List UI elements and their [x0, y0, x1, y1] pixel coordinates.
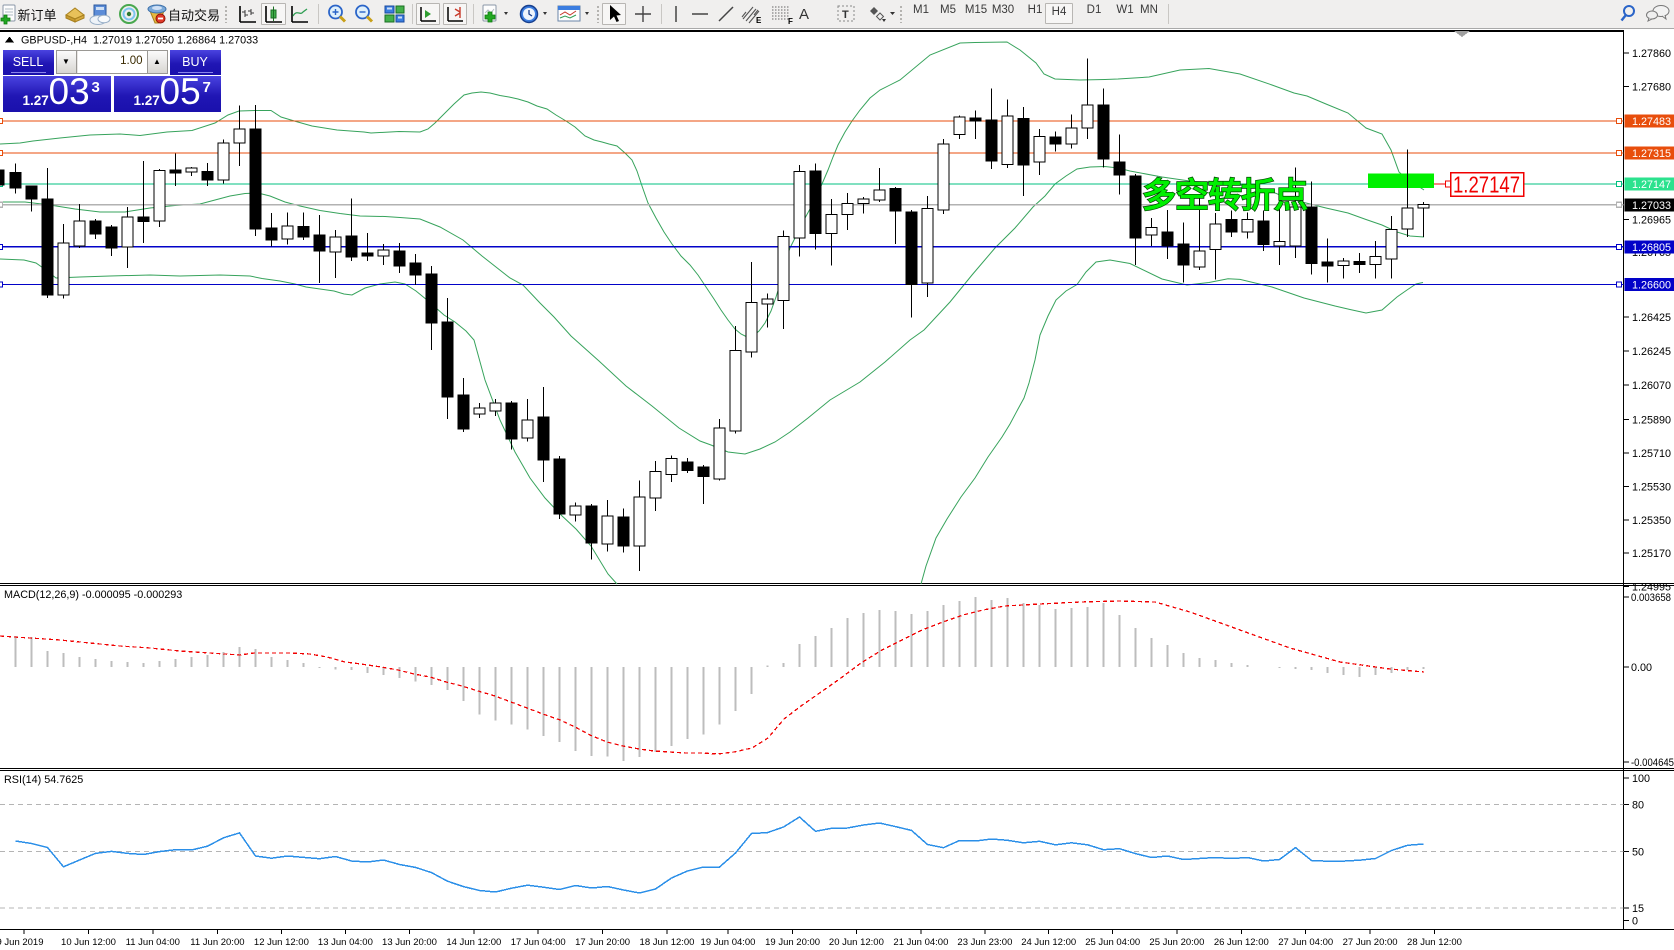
svg-text:GBPUSD-,H4 1.27019 1.27050 1.: GBPUSD-,H4 1.27019 1.27050 1.26864 1.270…: [21, 35, 258, 47]
svg-text:1.27483: 1.27483: [1632, 116, 1671, 128]
svg-text:1.27033: 1.27033: [1632, 200, 1671, 212]
svg-text:80: 80: [1632, 800, 1644, 812]
svg-text:27 Jun 20:00: 27 Jun 20:00: [1343, 937, 1398, 948]
svg-text:F: F: [788, 17, 793, 25]
svg-text:1.27147: 1.27147: [1632, 179, 1671, 191]
svg-text:0.00: 0.00: [1631, 662, 1652, 674]
svg-text:1.26070: 1.26070: [1632, 380, 1671, 392]
svg-text:11 Jun 04:00: 11 Jun 04:00: [126, 937, 180, 948]
svg-text:MACD(12,26,9) -0.000095 -0.000: MACD(12,26,9) -0.000095 -0.000293: [4, 589, 182, 601]
svg-text:21 Jun 04:00: 21 Jun 04:00: [893, 937, 948, 948]
svg-text:24 Jun 12:00: 24 Jun 12:00: [1021, 937, 1076, 948]
svg-text:11 Jun 20:00: 11 Jun 20:00: [190, 937, 244, 948]
svg-text:25 Jun 04:00: 25 Jun 04:00: [1085, 937, 1140, 948]
svg-text:20 Jun 12:00: 20 Jun 12:00: [829, 937, 884, 948]
svg-text:RSI(14) 54.7625: RSI(14) 54.7625: [4, 774, 83, 786]
svg-text:25 Jun 20:00: 25 Jun 20:00: [1149, 937, 1204, 948]
svg-text:17 Jun 20:00: 17 Jun 20:00: [575, 937, 630, 948]
svg-text:12 Jun 12:00: 12 Jun 12:00: [254, 937, 309, 948]
svg-text:T: T: [842, 9, 849, 21]
svg-text:13 Jun 04:00: 13 Jun 04:00: [318, 937, 373, 948]
svg-text:1.24995: 1.24995: [1632, 582, 1671, 594]
svg-text:10 Jun 12:00: 10 Jun 12:00: [61, 937, 116, 948]
svg-text:100: 100: [1632, 773, 1650, 785]
svg-text:1.25530: 1.25530: [1632, 482, 1671, 494]
svg-text:1.26245: 1.26245: [1632, 346, 1671, 358]
svg-text:1.26425: 1.26425: [1632, 312, 1671, 324]
svg-text:1.26805: 1.26805: [1632, 242, 1671, 254]
svg-text:1.27315: 1.27315: [1632, 148, 1671, 160]
svg-text:1.25890: 1.25890: [1632, 414, 1671, 426]
svg-text:1.25170: 1.25170: [1632, 548, 1671, 560]
svg-text:15: 15: [1632, 903, 1644, 915]
svg-text:17 Jun 04:00: 17 Jun 04:00: [511, 937, 566, 948]
svg-text:1.27860: 1.27860: [1632, 48, 1671, 60]
svg-text:1.27147: 1.27147: [1453, 172, 1520, 198]
svg-text:0: 0: [1632, 916, 1638, 928]
svg-text:9 Jun 2019: 9 Jun 2019: [0, 937, 44, 948]
svg-text:13 Jun 20:00: 13 Jun 20:00: [382, 937, 437, 948]
svg-text:28 Jun 12:00: 28 Jun 12:00: [1407, 937, 1462, 948]
svg-text:19 Jun 04:00: 19 Jun 04:00: [701, 937, 756, 948]
svg-text:-0.004645: -0.004645: [1631, 757, 1674, 769]
svg-text:1.26600: 1.26600: [1632, 280, 1671, 292]
svg-text:多空转折点: 多空转折点: [1142, 177, 1308, 215]
svg-text:1.27680: 1.27680: [1632, 82, 1671, 94]
svg-text:1.25710: 1.25710: [1632, 448, 1671, 460]
svg-text:23 Jun 23:00: 23 Jun 23:00: [957, 937, 1012, 948]
svg-text:27 Jun 04:00: 27 Jun 04:00: [1278, 937, 1333, 948]
svg-text:14 Jun 12:00: 14 Jun 12:00: [446, 937, 501, 948]
svg-text:E: E: [756, 16, 762, 25]
svg-text:1.26965: 1.26965: [1632, 215, 1671, 227]
svg-text:1.25350: 1.25350: [1632, 515, 1671, 527]
svg-text:18 Jun 12:00: 18 Jun 12:00: [640, 937, 695, 948]
svg-text:50: 50: [1632, 846, 1644, 858]
svg-text:19 Jun 20:00: 19 Jun 20:00: [765, 937, 820, 948]
svg-text:0.003658: 0.003658: [1631, 592, 1671, 604]
svg-text:26 Jun 12:00: 26 Jun 12:00: [1214, 937, 1269, 948]
